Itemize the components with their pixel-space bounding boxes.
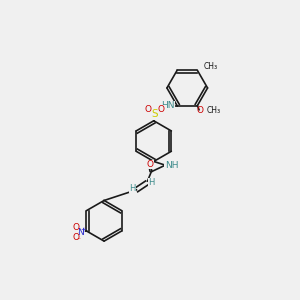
- Text: O: O: [196, 106, 203, 115]
- Text: O: O: [72, 233, 79, 242]
- Text: O: O: [72, 223, 79, 232]
- Text: ⁻: ⁻: [76, 236, 80, 244]
- Text: CH₃: CH₃: [203, 62, 217, 71]
- Text: CH₃: CH₃: [207, 106, 221, 115]
- Text: NH: NH: [165, 161, 178, 170]
- Text: H: H: [129, 184, 136, 193]
- Text: N: N: [77, 228, 84, 237]
- Text: S: S: [152, 109, 158, 119]
- Text: H: H: [148, 178, 154, 188]
- Text: HN: HN: [160, 101, 174, 110]
- Text: +: +: [81, 227, 87, 233]
- Text: O: O: [158, 105, 165, 114]
- Text: O: O: [145, 105, 152, 114]
- Text: O: O: [146, 160, 153, 169]
